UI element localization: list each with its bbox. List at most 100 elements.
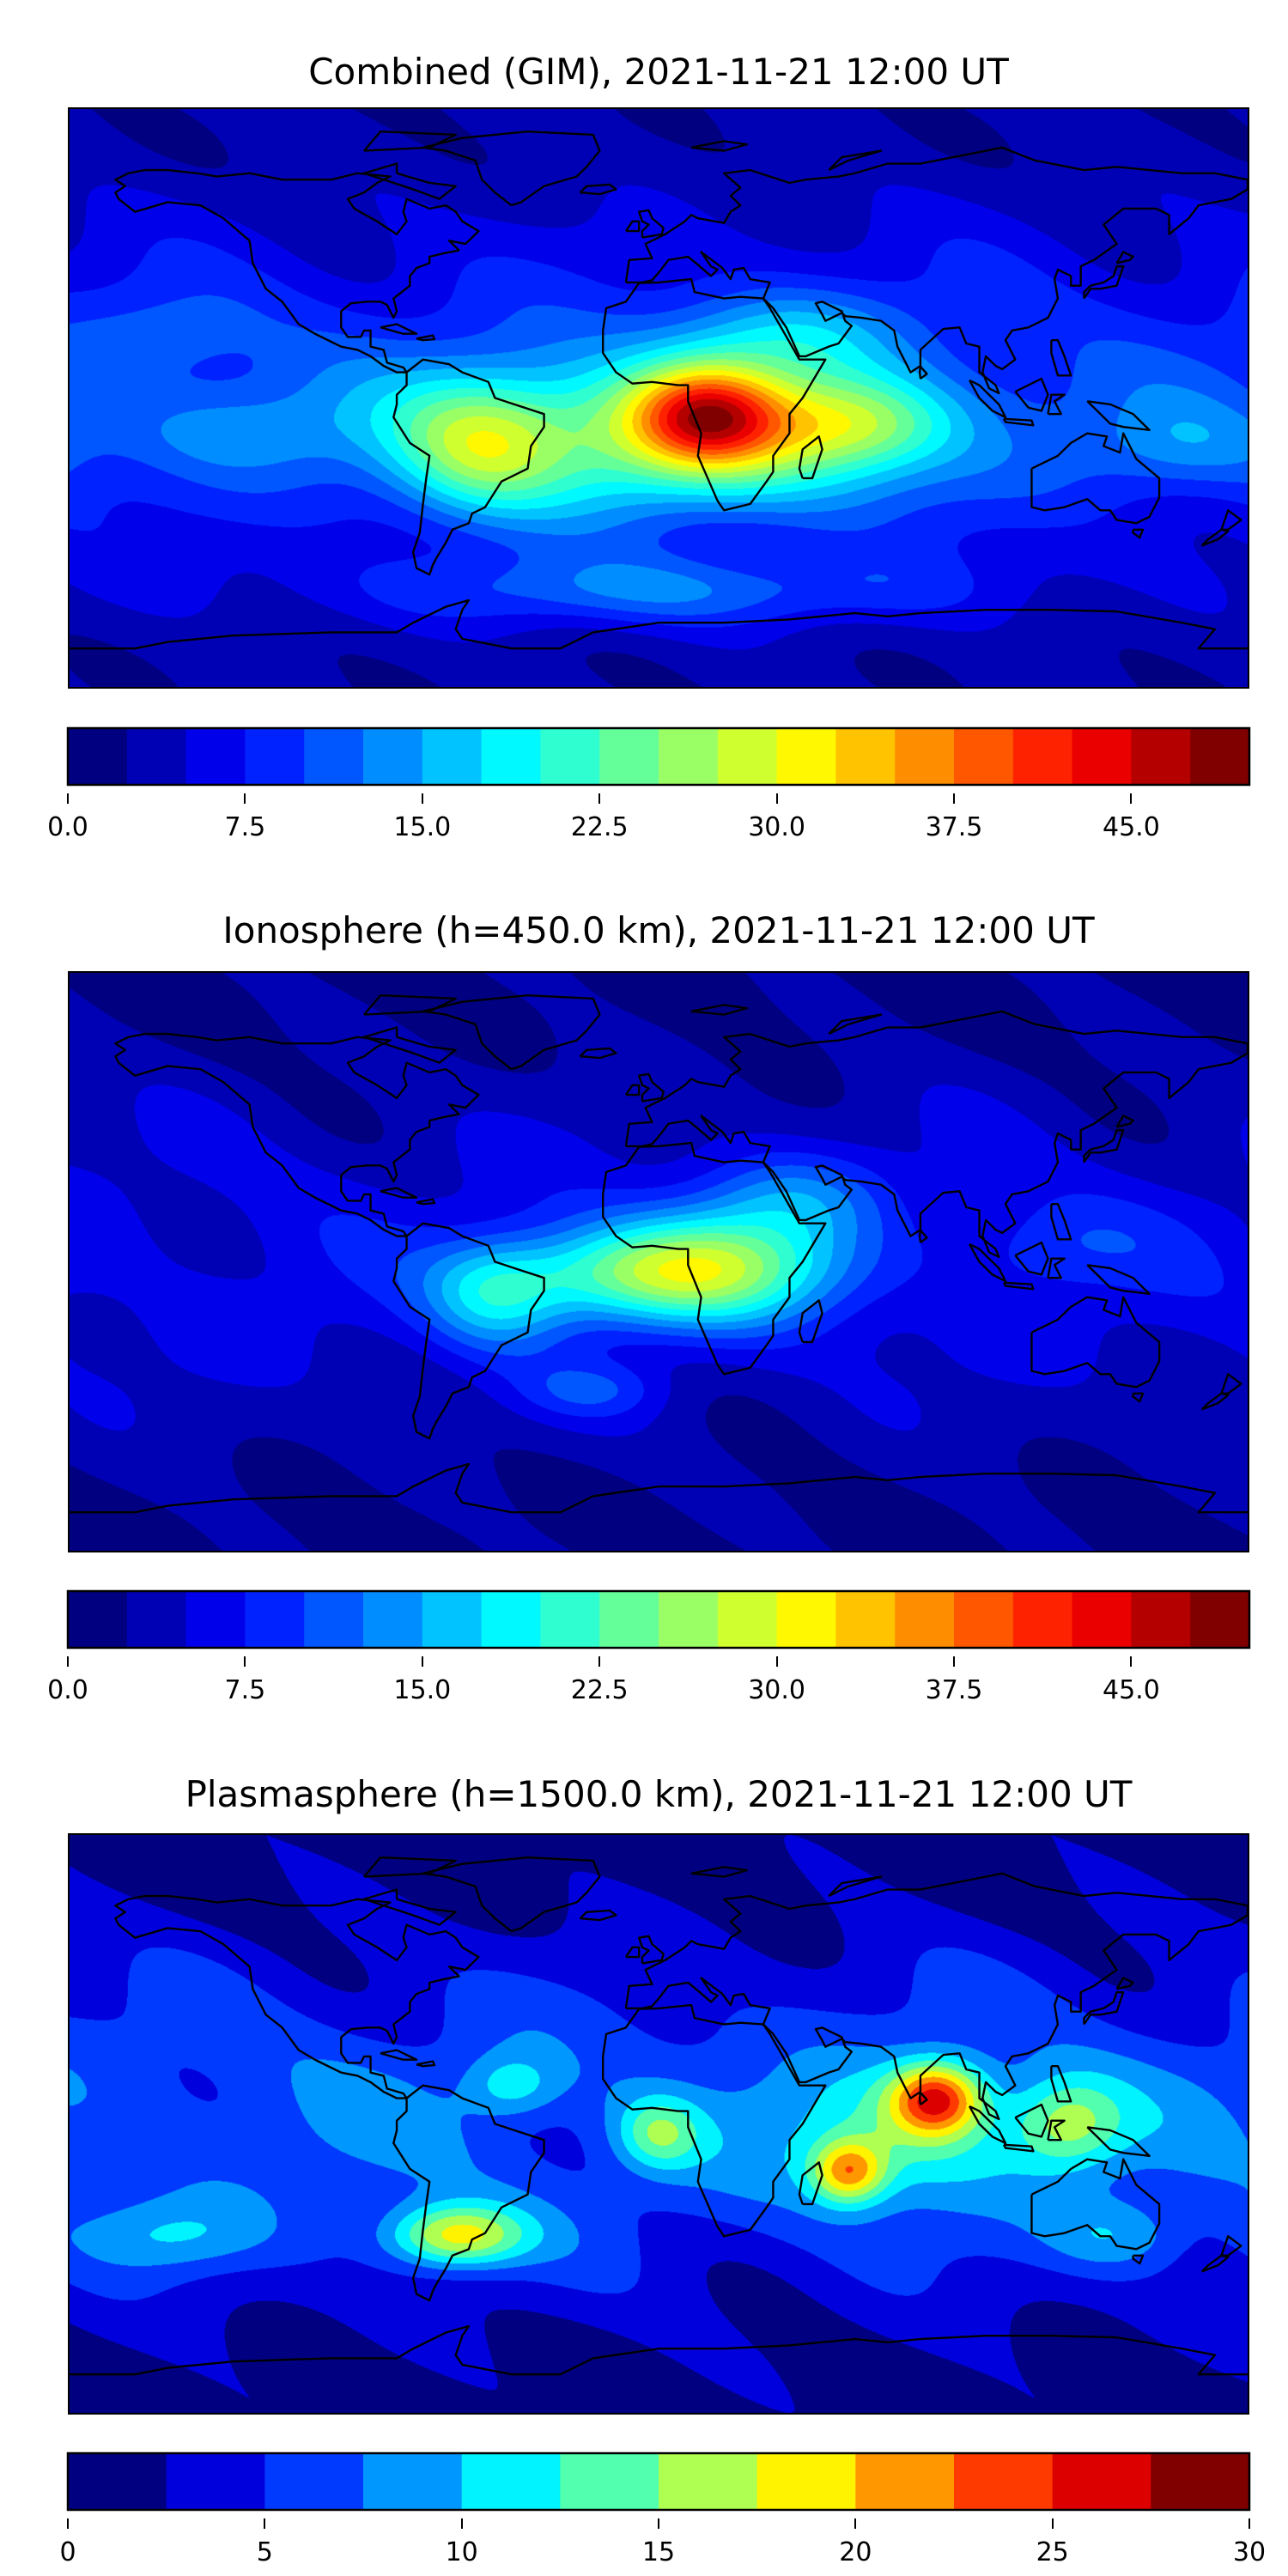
coastline-iceland	[579, 183, 617, 196]
colorbar-tick-mark	[264, 2518, 266, 2529]
colorbar-tick-mark	[244, 793, 246, 804]
colorbar-tick-label: 20	[839, 2537, 872, 2567]
colorbar-segment	[776, 1591, 836, 1648]
colorbar-segment	[895, 728, 955, 785]
coastline-north-america	[114, 1894, 480, 2099]
colorbar-tick-label: 25	[1036, 2537, 1069, 2567]
coastline-south-america	[392, 1222, 545, 1440]
colorbar	[66, 2451, 1251, 2512]
coastline-antarctica	[70, 598, 1248, 650]
colorbar-segment	[1052, 2453, 1151, 2510]
colorbar-segment	[68, 1591, 128, 1648]
colorbar-tick-mark	[67, 793, 69, 804]
colorbar-segment	[68, 2453, 167, 2510]
coastline-ireland	[624, 1084, 641, 1097]
coastline-java	[1002, 417, 1035, 427]
coastline-iceland	[579, 1047, 617, 1060]
colorbar-segment	[599, 1591, 659, 1648]
coastline-africa	[601, 2003, 827, 2238]
colorbar-segment	[185, 1591, 246, 1648]
colorbar-tick-label: 15.0	[393, 1675, 452, 1705]
coastline-australia	[1030, 432, 1161, 525]
colorbar-tick-mark	[953, 1656, 955, 1667]
coastline-greenland	[422, 130, 601, 207]
coastline-philippines	[1050, 2065, 1072, 2103]
colorbar-segment	[717, 728, 778, 785]
colorbar-segment	[954, 1591, 1014, 1648]
coastline-japan	[1083, 1129, 1125, 1163]
coastline-hispaniola	[416, 1198, 436, 1206]
colorbar-tick-label: 5	[256, 2537, 273, 2567]
coastline-philippines	[1050, 339, 1072, 377]
colorbar-ticks: 0 5 10 15 20 25 30	[59, 2518, 1266, 2572]
colorbar-tick-mark	[421, 793, 423, 804]
colorbar-tick-label: 45.0	[1102, 812, 1160, 842]
coastline-baffin	[362, 1888, 457, 1926]
colorbar-segment	[1072, 1591, 1132, 1648]
colorbar	[66, 1589, 1251, 1649]
colorbar-segment	[1131, 1591, 1191, 1648]
colorbar-tick-mark	[598, 793, 601, 804]
coastline-great-britain	[637, 1935, 665, 1965]
colorbar-tick-label: 22.5	[570, 812, 629, 842]
coastlines	[70, 1856, 1248, 2376]
coastline-novaya-zemlya	[828, 1013, 883, 1036]
tec-map-combined	[68, 107, 1249, 689]
colorbar-segment	[835, 728, 896, 785]
coastline-nz-north	[1220, 509, 1242, 531]
coastline-sri-lanka	[918, 1229, 928, 1243]
coastline-great-britain	[637, 209, 665, 239]
colorbar	[66, 726, 1251, 787]
coastline-eurasia	[624, 146, 1248, 395]
colorbar-segment	[245, 728, 305, 785]
tec-map-plasmasphere	[68, 1833, 1249, 2415]
colorbar-segment	[659, 1591, 719, 1648]
colorbar-tick-label: 45.0	[1102, 1675, 1160, 1705]
coastline-madagascar	[798, 1299, 823, 1344]
colorbar-segment	[422, 1591, 483, 1648]
panel-title: Plasmasphere (h=1500.0 km), 2021-11-21 1…	[185, 1773, 1133, 1815]
colorbar-tick-label: 0.0	[47, 812, 88, 842]
colorbar-segment	[1012, 728, 1073, 785]
colorbar-tick-mark	[460, 2518, 463, 2529]
coastline-hispaniola	[416, 2060, 436, 2068]
colorbar-segment	[304, 1591, 364, 1648]
colorbar-frame	[66, 726, 1251, 787]
colorbar-tick-label: 7.5	[224, 1675, 266, 1705]
coastline-japan	[1083, 1991, 1125, 2026]
coastline-greenland	[422, 993, 601, 1071]
colorbar-segment	[363, 2453, 463, 2510]
coastline-africa	[601, 1141, 827, 1376]
coastline-antarctica	[70, 1462, 1248, 1514]
coastline-borneo	[1014, 377, 1049, 412]
colorbar-segment	[599, 728, 659, 785]
colorbar-segment	[126, 1591, 187, 1648]
colorbar-tick-mark	[1051, 2518, 1054, 2529]
colorbar-segment	[363, 1591, 423, 1648]
colorbar-tick-label: 22.5	[570, 1675, 629, 1705]
coastline-australia	[1030, 1296, 1161, 1388]
colorbar-tick-label: 37.5	[925, 812, 983, 842]
colorbar-segment	[1190, 1591, 1250, 1648]
coastline-svalbard	[690, 1866, 749, 1878]
coastline-sulawesi	[1047, 2119, 1066, 2142]
coastline-ellesmere	[363, 130, 457, 152]
colorbar-segment	[461, 2453, 561, 2510]
colorbar-segment	[126, 728, 187, 785]
coastline-baffin	[362, 1026, 457, 1064]
coastline-hokkaido	[1115, 1977, 1134, 1990]
coastline-new-guinea	[1086, 1264, 1151, 1296]
coastline-north-america	[114, 1032, 480, 1237]
coastline-sri-lanka	[918, 365, 928, 380]
panel-title: Ionosphere (h=450.0 km), 2021-11-21 12:0…	[222, 909, 1095, 951]
colorbar-segment	[954, 2453, 1054, 2510]
coastline-sulawesi	[1047, 393, 1066, 416]
colorbar-segment	[1151, 2453, 1250, 2510]
colorbar-segment	[835, 1591, 896, 1648]
coastline-ellesmere	[363, 993, 457, 1016]
coastline-great-britain	[637, 1072, 665, 1103]
coastline-hispaniola	[416, 334, 436, 342]
colorbar-ticks: 0.0 7.5 15.0 22.5 30.0 37.5 45.0	[47, 1656, 1249, 1710]
colorbar-tick-label: 0	[59, 2537, 76, 2567]
coastline-borneo	[1014, 1241, 1049, 1276]
